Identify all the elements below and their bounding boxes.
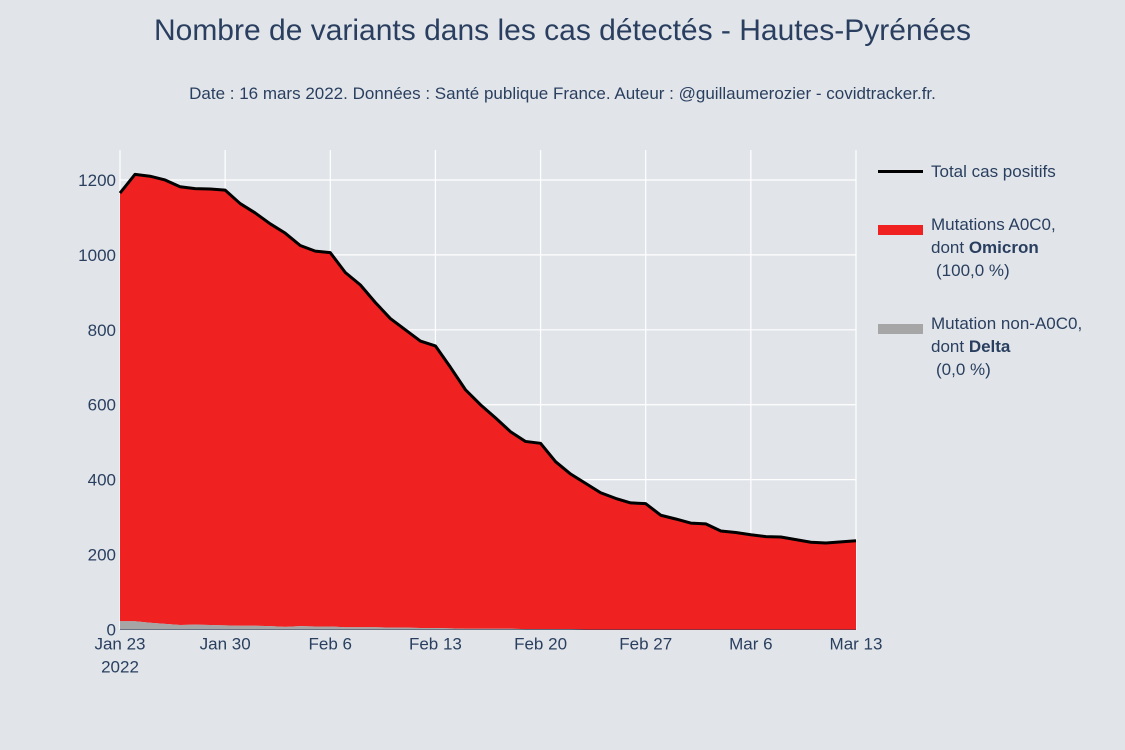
x-tick-year-label: 2022 [101, 658, 139, 677]
legend-delta-prefix: dont [931, 337, 969, 356]
y-tick-label: 200 [88, 546, 116, 565]
axes: 0 200 400 600 800 1000 1200 Jan 23 2022 Jan 30 Feb… [78, 171, 882, 677]
legend-label-delta-pct: (0,0 %) [936, 360, 991, 379]
legend-label-omicron-line2: dont Omicron [931, 236, 1118, 259]
x-tick-label: Feb 6 [309, 635, 352, 654]
area-delta [120, 621, 856, 630]
x-tick-label: Jan 30 [200, 635, 251, 654]
legend-label-omicron-line1: Mutations A0C0, [931, 215, 1056, 234]
area-omicron [120, 174, 856, 630]
line-series [118, 172, 857, 545]
chart-subtitle: Date : 16 mars 2022. Données : Santé pub… [189, 84, 936, 103]
legend-swatch-total [878, 170, 923, 173]
x-tick-label: Mar 6 [729, 635, 772, 654]
legend-label-delta-line2: dont Delta [931, 335, 1118, 358]
area-series [120, 174, 856, 630]
legend-swatch-delta [878, 324, 923, 334]
x-tick-label: Jan 23 [94, 635, 145, 654]
legend-item-omicron[interactable]: Mutations A0C0, dont Omicron (100,0 %) [878, 213, 1118, 282]
legend-item-total[interactable]: Total cas positifs [878, 160, 1118, 183]
legend-item-delta[interactable]: Mutation non-A0C0, dont Delta (0,0 %) [878, 312, 1118, 381]
x-tick-label: Mar 13 [830, 635, 883, 654]
legend-swatch-omicron [878, 225, 923, 235]
legend[interactable]: Total cas positifs Mutations A0C0, dont … [878, 160, 1118, 381]
line-total [118, 172, 857, 545]
chart-title: Nombre de variants dans les cas détectés… [153, 14, 972, 47]
legend-omicron-prefix: dont [931, 238, 969, 257]
y-tick-label: 1000 [78, 246, 116, 265]
y-tick-label: 800 [88, 321, 116, 340]
y-tick-label: 0 [107, 621, 116, 640]
x-tick-label: Feb 20 [514, 635, 567, 654]
legend-omicron-name: Omicron [968, 238, 1039, 257]
legend-label-omicron-pct: (100,0 %) [936, 261, 1010, 280]
legend-delta-name: Delta [968, 337, 1011, 356]
legend-label-delta-line1: Mutation non-A0C0, [931, 314, 1083, 333]
y-tick-label: 600 [88, 396, 116, 415]
y-tick-label: 1200 [78, 171, 116, 190]
x-tick-label: Feb 13 [409, 635, 462, 654]
x-tick-label: Feb 27 [619, 635, 672, 654]
y-tick-label: 400 [88, 471, 116, 490]
legend-label-total: Total cas positifs [931, 162, 1056, 181]
